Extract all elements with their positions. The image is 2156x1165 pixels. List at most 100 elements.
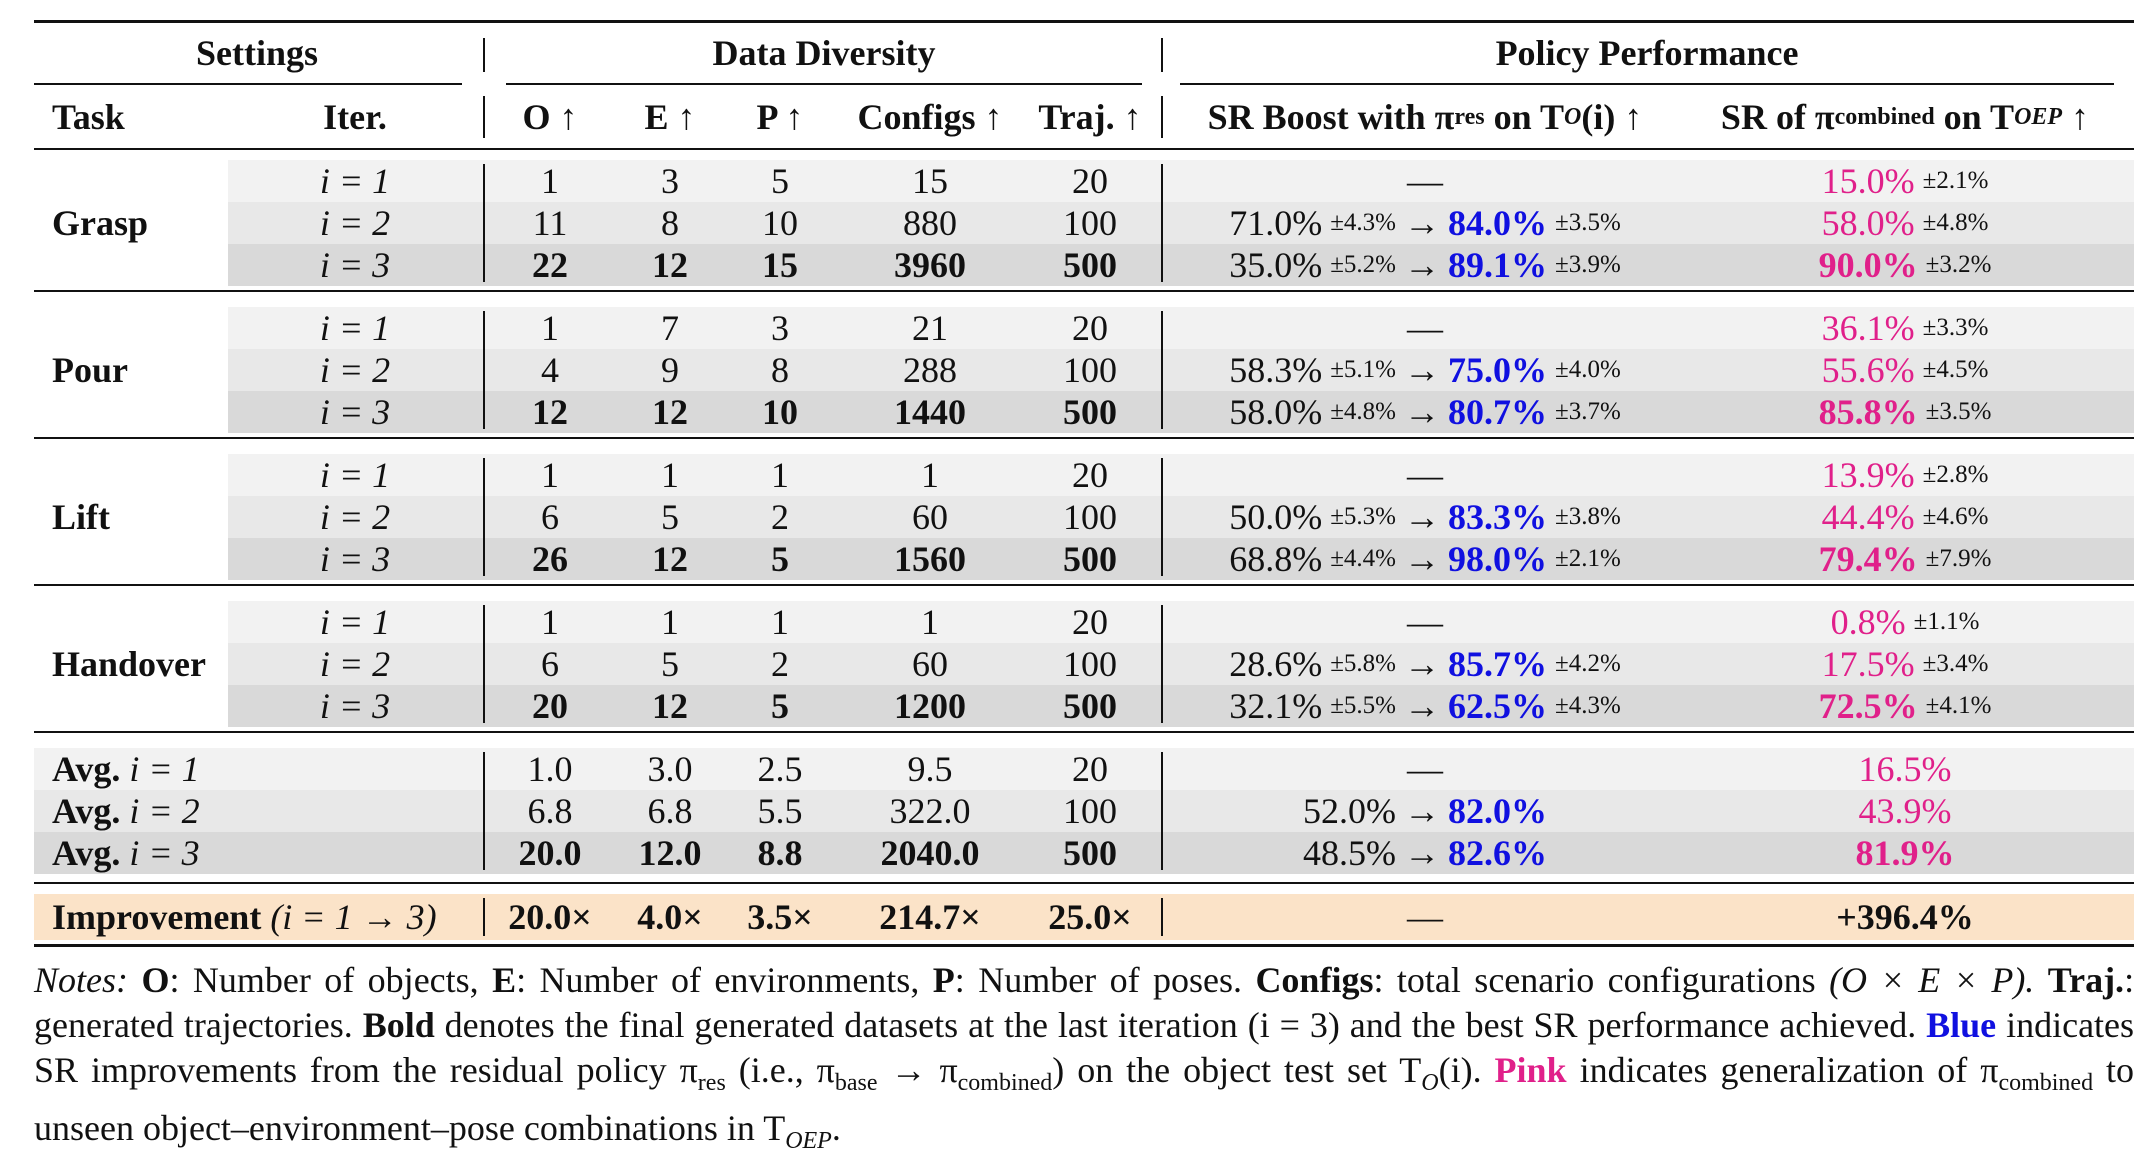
col-divider — [1161, 752, 1163, 870]
notes-p-desc: : Number of poses. — [954, 960, 1242, 1000]
header-bottom-rule — [34, 148, 2134, 150]
combined-sr: 89.1% — [1448, 245, 1547, 285]
traj-cell: 500 — [1063, 686, 1117, 726]
o-cell: 11 — [532, 203, 568, 243]
header-o: O ↑ — [522, 97, 578, 137]
base-sr: 32.1% — [1229, 686, 1323, 726]
header-sr-boost-on-sub: O — [1564, 103, 1582, 130]
base-sr: 48.5% — [1303, 833, 1396, 873]
iter-cell: i = 1 — [319, 161, 391, 201]
row-shade — [228, 391, 2134, 433]
configs-cell: 21 — [912, 308, 948, 348]
notes-pink-sub-comb: combined — [1998, 1070, 2094, 1097]
traj-cell: 20 — [1072, 455, 1108, 495]
traj-cell: 100 — [1063, 791, 1117, 831]
sr-boost-cell: 35.0% ±5.2% → 89.1% ±3.9% — [1170, 244, 1680, 286]
o-cell: 1 — [541, 161, 559, 201]
col-divider — [483, 311, 485, 429]
row-shade — [34, 748, 2134, 790]
p-cell: 10 — [762, 203, 798, 243]
combined-sr-std: ±3.9% — [1555, 251, 1621, 278]
empty-dash: — — [1407, 308, 1443, 348]
sr-combined-cell: 17.5% ±3.4% — [1680, 643, 2130, 685]
e-cell: 3.0 — [647, 749, 693, 789]
arrow-icon: → — [1404, 686, 1440, 726]
col-divider — [483, 458, 485, 576]
notes-pink-desc-3: . — [831, 1108, 841, 1149]
p-cell: 2 — [771, 644, 789, 684]
sr-boost-cell: 28.6% ±5.8% → 85.7% ±4.2% — [1170, 643, 1680, 685]
arrow-icon: → — [1404, 497, 1440, 537]
sr-boost-cell: — — [1170, 160, 1680, 202]
generalization-sr-std: ±3.3% — [1922, 314, 1989, 341]
e-cell: 7 — [661, 308, 679, 348]
header-traj: Traj. ↑ — [1038, 97, 1142, 137]
generalization-sr-std: ±4.5% — [1922, 356, 1989, 383]
o-cell: 20 — [532, 686, 568, 726]
spacer — [120, 790, 129, 832]
average-label-text: Avg. — [52, 749, 121, 789]
table-row: i = 3 26 12 5 1560 500 68.8% ±4.4% → 98.0% ±2.1% 79… — [0, 538, 2156, 580]
sr-combined-cell: 58.0% ±4.8% — [1680, 202, 2130, 244]
sr-combined-cell: 81.9% — [1680, 832, 2130, 874]
table-row: i = 3 22 12 15 3960 500 35.0% ±5.2% → 89.1% ±3.9% 9… — [0, 244, 2156, 286]
spacer — [261, 896, 270, 938]
empty-dash: — — [1407, 749, 1443, 789]
base-sr-std: ±4.8% — [1330, 398, 1396, 425]
col-divider — [1161, 164, 1163, 282]
column-header-row: Task Iter. O ↑ E ↑ P ↑ Configs ↑ Traj. ↑… — [0, 94, 2156, 140]
table-row: i = 1 1 3 5 15 20 — 15.0% ±2.1% — [0, 160, 2156, 202]
traj-cell: 100 — [1063, 203, 1117, 243]
table-row: i = 2 4 9 8 288 100 58.3% ±5.1% → 75.0% ±4.0% 55.6%… — [0, 349, 2156, 391]
improvement-label-text: Improvement — [52, 897, 262, 937]
sr-combined-cell: 36.1% ±3.3% — [1680, 307, 2130, 349]
notes-o-key: O — [141, 960, 170, 1000]
p-cell: 10 — [762, 392, 798, 432]
notes-configs-key: Configs — [1255, 960, 1374, 1000]
generalization-sr-std: ±4.6% — [1922, 503, 1989, 530]
col-divider — [483, 752, 485, 870]
header-p: P ↑ — [756, 97, 804, 137]
combined-sr-std: ±4.0% — [1555, 356, 1621, 383]
iter-cell: i = 3 — [319, 245, 391, 285]
header-configs: Configs ↑ — [857, 97, 1003, 137]
base-sr-std: ±5.1% — [1330, 356, 1396, 383]
combined-sr: 84.0% — [1448, 203, 1547, 243]
o-cell: 26 — [532, 539, 568, 579]
notes-blue-sub-base: base — [834, 1070, 878, 1097]
table-row: i = 2 6 5 2 60 100 50.0% ±5.3% → 83.3% ±3.8% 44.4% ±… — [0, 496, 2156, 538]
arrow-icon: → — [1404, 539, 1440, 579]
generalization-sr-std: ±3.5% — [1925, 398, 1992, 425]
generalization-sr-std: ±4.8% — [1922, 209, 1989, 236]
group-divider-2 — [1161, 38, 1163, 72]
notes-blue-desc-2: (i.e., π — [738, 1050, 835, 1090]
o-cell: 22 — [532, 245, 568, 285]
p-cell: 1 — [771, 602, 789, 642]
combined-sr: 62.5% — [1448, 686, 1547, 726]
notes-configs-desc: : total scenario configurations — [1373, 960, 1816, 1000]
notes-blue-sub-res: res — [697, 1070, 726, 1097]
notes-bold-key: Bold — [362, 1005, 435, 1045]
arrow-icon: → — [1404, 791, 1440, 831]
task-label: Pour — [52, 350, 128, 390]
notes-blue-desc-4: ) on the object test set T — [1052, 1050, 1422, 1090]
e-cell: 8 — [661, 203, 679, 243]
header-data-diversity: Data Diversity — [712, 33, 936, 73]
generalization-sr: 79.4% — [1818, 539, 1918, 579]
generalization-sr-std: ±1.1% — [1913, 608, 1980, 635]
block-rule — [34, 437, 2134, 439]
header-sr-of-on: on T — [1943, 97, 2015, 137]
generalization-sr: 72.5% — [1818, 686, 1918, 726]
generalization-sr: 81.9% — [1855, 833, 1955, 873]
sr-combined-cell: 43.9% — [1680, 790, 2130, 832]
combined-sr: 98.0% — [1448, 539, 1547, 579]
generalization-sr: 58.0% — [1821, 203, 1915, 243]
task-label: Lift — [52, 497, 110, 537]
col-divider-header-1 — [483, 96, 485, 138]
e-cell: 1 — [661, 455, 679, 495]
iter-cell: i = 3 — [319, 392, 391, 432]
p-cell: 3 — [771, 308, 789, 348]
average-label-text: Avg. — [52, 791, 121, 831]
generalization-sr: 85.8% — [1818, 392, 1918, 432]
combined-sr: 75.0% — [1448, 350, 1547, 390]
